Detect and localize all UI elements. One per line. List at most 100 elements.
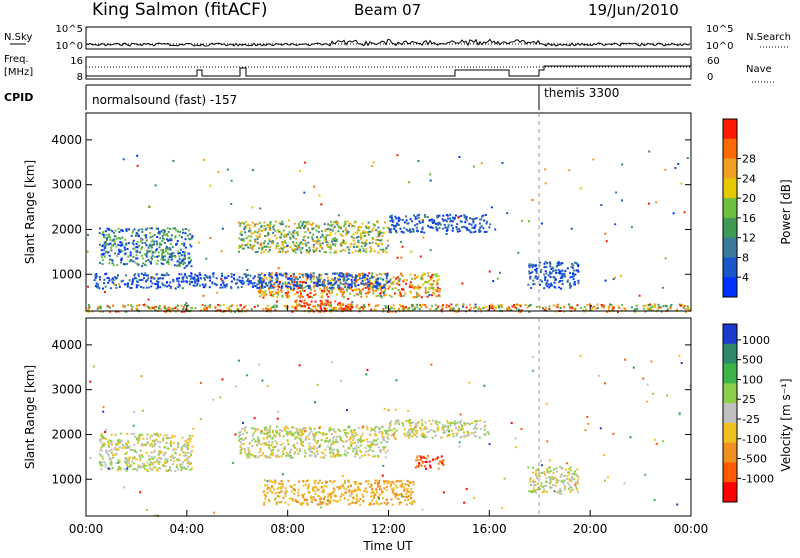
heatmap-cell-0-1: [322, 247, 324, 249]
heatmap-cell-1-3: [326, 486, 328, 488]
heatmap-cell-1-0: [171, 456, 173, 458]
heatmap-cell-0-5: [288, 282, 290, 284]
power-colorbar-label: Power [dB]: [779, 179, 793, 244]
heatmap-cell-0-3: [376, 274, 378, 276]
heatmap-cell-0-3: [372, 292, 374, 294]
heatmap-cell-1-3: [395, 497, 397, 499]
heatmap-cell-1-3: [302, 480, 304, 482]
heatmap-cell-0-scatter: [198, 242, 200, 244]
heatmap-cell-0-1: [375, 242, 377, 244]
heatmap-cell-0-1: [375, 229, 377, 231]
heatmap-cell-1-3: [269, 490, 271, 492]
heatmap-cell-0-1: [303, 236, 305, 238]
heatmap-cell-0-scatter: [606, 240, 608, 242]
heatmap-cell-0-0: [132, 242, 134, 244]
heatmap-cell-1-scatter: [407, 410, 409, 412]
heatmap-cell-1-3: [344, 497, 346, 499]
heatmap-cell-1-1: [384, 430, 386, 432]
heatmap-cell-0-scatter: [136, 155, 138, 157]
heatmap-cell-0-1: [353, 233, 355, 235]
heatmap-cell-0-5: [136, 286, 138, 288]
heatmap-cell-1-1: [333, 436, 335, 438]
heatmap-cell-1-5: [556, 471, 558, 473]
heatmap-cell-1-2: [461, 424, 463, 426]
heatmap-cell-1-3: [405, 483, 407, 485]
heatmap-cell-0-3: [259, 295, 261, 297]
heatmap-cell-1-scatter: [102, 411, 104, 413]
heatmap-cell-0-7: [612, 307, 614, 309]
heatmap-cell-0-0: [177, 251, 179, 253]
heatmap-cell-1-0: [160, 452, 162, 454]
heatmap-cell-0-5: [97, 284, 99, 286]
heatmap-cell-0-0: [105, 245, 107, 247]
heatmap-cell-1-3: [410, 491, 412, 493]
heatmap-cell-0-4: [320, 303, 322, 305]
heatmap-cell-1-1: [354, 442, 356, 444]
heatmap-cell-1-1: [301, 431, 303, 433]
heatmap-cell-1-scatter: [126, 468, 128, 470]
heatmap-cell-1-1: [361, 455, 363, 457]
heatmap-cell-1-0: [184, 460, 186, 462]
heatmap-cell-0-3: [436, 295, 438, 297]
heatmap-cell-1-5: [527, 466, 529, 468]
heatmap-cell-0-scatter: [631, 226, 633, 228]
heatmap-cell-1-0: [171, 437, 173, 439]
heatmap-cell-1-2: [456, 435, 458, 437]
y-tick-label-0-2000: 2000: [51, 222, 82, 236]
heatmap-cell-1-2: [480, 428, 482, 430]
heatmap-cell-0-5: [272, 287, 274, 289]
heatmap-cell-0-5: [157, 283, 159, 285]
heatmap-cell-0-1: [301, 243, 303, 245]
heatmap-cell-0-1: [353, 240, 355, 242]
heatmap-cell-1-2: [468, 434, 470, 436]
heatmap-cell-0-1: [335, 222, 337, 224]
heatmap-cell-1-2: [393, 428, 395, 430]
heatmap-cell-1-1: [387, 450, 389, 452]
heatmap-cell-0-scatter: [648, 151, 650, 153]
heatmap-cell-1-1: [374, 455, 376, 457]
heatmap-cell-0-7: [475, 306, 477, 308]
heatmap-cell-0-0: [139, 229, 141, 231]
heatmap-cell-1-0: [174, 436, 176, 438]
heatmap-cell-0-0: [188, 262, 190, 264]
heatmap-cell-0-2: [452, 230, 454, 232]
heatmap-cell-0-7: [654, 306, 656, 308]
heatmap-cell-0-2: [436, 215, 438, 217]
heatmap-cell-1-scatter: [600, 427, 602, 429]
heatmap-cell-1-0: [140, 465, 142, 467]
heatmap-cell-1-0: [175, 449, 177, 451]
heatmap-cell-1-0: [147, 434, 149, 436]
heatmap-cell-0-2: [486, 223, 488, 225]
heatmap-cell-0-1: [373, 228, 375, 230]
heatmap-cell-1-2: [436, 421, 438, 423]
heatmap-cell-1-3: [271, 485, 273, 487]
heatmap-cell-1-3: [413, 484, 415, 486]
heatmap-cell-0-7: [330, 305, 332, 307]
heatmap-cell-0-2: [410, 218, 412, 220]
heatmap-cell-0-0: [158, 251, 160, 253]
heatmap-cell-0-scatter: [462, 306, 464, 308]
heatmap-cell-0-5: [351, 281, 353, 283]
heatmap-cell-1-1: [348, 439, 350, 441]
heatmap-cell-1-0: [102, 458, 104, 460]
heatmap-cell-0-1: [329, 246, 331, 248]
heatmap-cell-0-5: [115, 278, 117, 280]
heatmap-cell-0-3: [367, 292, 369, 294]
heatmap-cell-0-7: [542, 307, 544, 309]
heatmap-cell-1-1: [276, 432, 278, 434]
heatmap-cell-0-0: [128, 242, 130, 244]
heatmap-cell-1-0: [181, 437, 183, 439]
heatmap-cell-0-1: [384, 221, 386, 223]
heatmap-cell-0-0: [105, 251, 107, 253]
heatmap-cell-1-1: [333, 456, 335, 458]
noise-sky-line: [86, 39, 690, 46]
heatmap-cell-1-0: [123, 445, 125, 447]
heatmap-cell-0-2: [418, 217, 420, 219]
heatmap-cell-0-5: [112, 281, 114, 283]
heatmap-cell-1-3: [285, 487, 287, 489]
heatmap-cell-1-0: [101, 450, 103, 452]
heatmap-cell-1-0: [173, 442, 175, 444]
heatmap-cell-1-1: [370, 446, 372, 448]
heatmap-cell-0-1: [261, 225, 263, 227]
heatmap-cell-0-7: [591, 307, 593, 309]
